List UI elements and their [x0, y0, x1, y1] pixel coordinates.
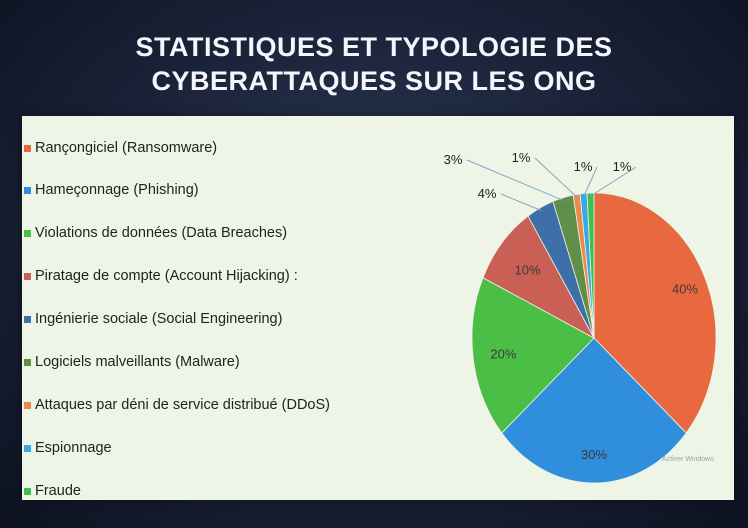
leader-line: [583, 166, 598, 197]
data-label: 40%: [672, 282, 698, 297]
data-label: 3%: [444, 152, 463, 167]
pie-slice: [482, 215, 595, 339]
data-label: 20%: [490, 347, 516, 362]
legend-swatch: [24, 186, 31, 194]
legend-swatch: [24, 401, 31, 409]
legend-swatch: [24, 144, 31, 152]
legend-item: Ingénierie sociale (Social Engineering): [24, 311, 282, 327]
pie-slice: [593, 192, 717, 434]
legend-item: Logiciels malveillants (Malware): [24, 354, 240, 370]
legend-item: Attaques par déni de service distribué (…: [24, 397, 330, 413]
legend-label: Rançongiciel (Ransomware): [35, 140, 218, 156]
data-label: 1%: [512, 150, 531, 165]
title-line-1: STATISTIQUES ET TYPOLOGIE DES: [135, 32, 613, 62]
legend-item: Violations de données (Data Breaches): [24, 225, 287, 241]
legend-label: Piratage de compte (Account Hijacking) :: [35, 268, 298, 284]
leader-line: [590, 166, 637, 197]
legend-swatch: [24, 358, 31, 366]
title-line-2: CYBERATTAQUES SUR LES ONG: [151, 66, 597, 96]
legend-swatch: [24, 444, 31, 452]
legend-swatch: [24, 229, 31, 237]
legend-item: Hameçonnage (Phishing): [24, 182, 199, 198]
chart-legend: Rançongiciel (Ransomware) Hameçonnage (Ph…: [24, 140, 424, 500]
slide-title: STATISTIQUES ET TYPOLOGIE DES CYBERATTAQ…: [0, 30, 748, 98]
legend-label: Logiciels malveillants (Malware): [35, 354, 240, 370]
legend-label: Attaques par déni de service distribué (…: [35, 397, 330, 413]
leader-line: [500, 193, 542, 211]
data-label: 1%: [613, 159, 632, 174]
legend-item: Fraude: [24, 483, 81, 499]
pie-slice: [501, 337, 687, 484]
legend-swatch: [24, 315, 31, 323]
data-label: 4%: [478, 186, 497, 201]
legend-item: Piratage de compte (Account Hijacking) :: [24, 268, 298, 284]
legend-swatch: [24, 487, 31, 495]
legend-label: Violations de données (Data Breaches): [35, 225, 288, 241]
legend-swatch: [24, 272, 31, 280]
legend-label: Fraude: [35, 483, 81, 499]
legend-item: Espionnage: [24, 440, 112, 456]
data-label: 10%: [515, 263, 541, 278]
pie-slice: [586, 192, 595, 339]
leader-line: [534, 157, 578, 198]
legend-label: Hameçonnage (Phishing): [35, 182, 199, 198]
pie-slice: [471, 277, 595, 434]
legend-label: Espionnage: [35, 440, 112, 456]
data-label: 1%: [574, 159, 593, 174]
watermark-text: Activer Windows: [662, 456, 714, 463]
legend-label: Ingénierie sociale (Social Engineering): [35, 311, 283, 327]
data-label: 30%: [581, 447, 607, 462]
legend-item: Rançongiciel (Ransomware): [24, 140, 217, 156]
leader-line: [466, 159, 564, 202]
